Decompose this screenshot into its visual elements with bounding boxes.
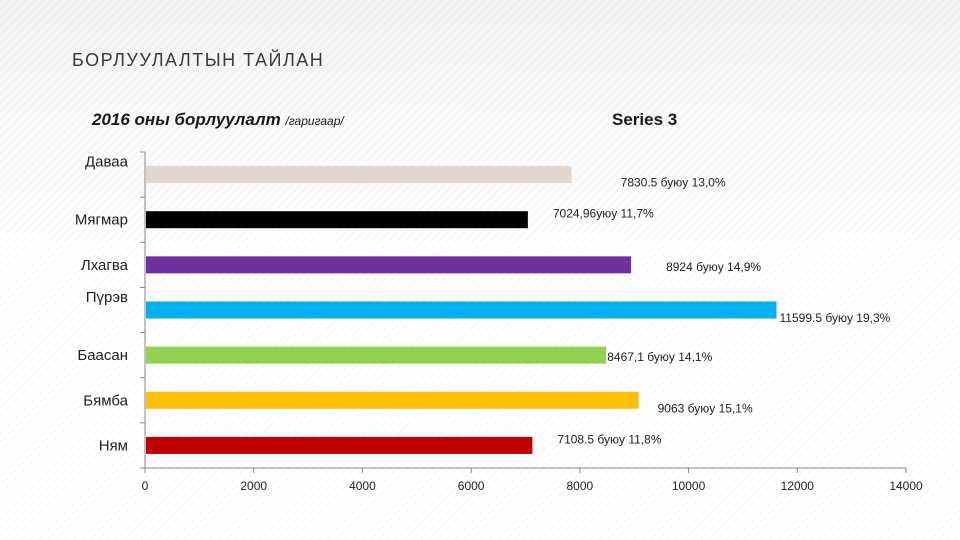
category-label: Даваа bbox=[85, 154, 129, 171]
bar-3 bbox=[146, 256, 632, 274]
data-label: 11599.5 буюу 19,3% bbox=[780, 311, 891, 325]
category-label: Баасан bbox=[77, 347, 128, 364]
chart-title-text: 2016 оны борлуулалт bbox=[92, 110, 281, 129]
x-tick-label: 0 bbox=[142, 479, 149, 493]
bar-6 bbox=[146, 391, 639, 409]
data-label: 8467,1 буюу 14,1% bbox=[607, 350, 712, 364]
category-label: Ням bbox=[99, 437, 128, 454]
x-tick-label: 2000 bbox=[240, 479, 267, 493]
x-tick-label: 8000 bbox=[567, 479, 594, 493]
x-tick-label: 14000 bbox=[889, 479, 923, 493]
data-label: 9063 буюу 15,1% bbox=[658, 401, 753, 415]
data-label: 7830.5 буюу 13,0% bbox=[621, 176, 726, 190]
category-label: Пүрэв bbox=[86, 289, 128, 306]
bar-7 bbox=[146, 436, 533, 454]
category-label: Мягмар bbox=[75, 212, 128, 229]
bar-1 bbox=[146, 166, 572, 184]
x-tick-label: 10000 bbox=[672, 479, 706, 493]
bar-4 bbox=[146, 301, 777, 319]
data-label: 7108.5 буюу 11,8% bbox=[557, 432, 661, 446]
category-label: Лхагва bbox=[81, 257, 129, 274]
bar-5 bbox=[146, 346, 607, 364]
category-label: Бямба bbox=[83, 392, 128, 409]
page-title: БОРЛУУЛАЛТЫН ТАЙЛАН bbox=[72, 50, 325, 70]
series-legend-label: Series 3 bbox=[612, 110, 678, 129]
x-tick-label: 12000 bbox=[781, 479, 815, 493]
chart-title-unit: /гаригаар/ bbox=[285, 114, 344, 128]
data-label: 7024,96уюу 11,7% bbox=[553, 207, 654, 221]
x-tick-label: 6000 bbox=[458, 479, 485, 493]
data-label: 8924 буюу 14,9% bbox=[666, 260, 761, 274]
bar-2 bbox=[146, 211, 528, 229]
chart-title: 2016 оны борлуулалт /гаригаар/ bbox=[92, 110, 344, 130]
x-tick-label: 4000 bbox=[349, 479, 376, 493]
